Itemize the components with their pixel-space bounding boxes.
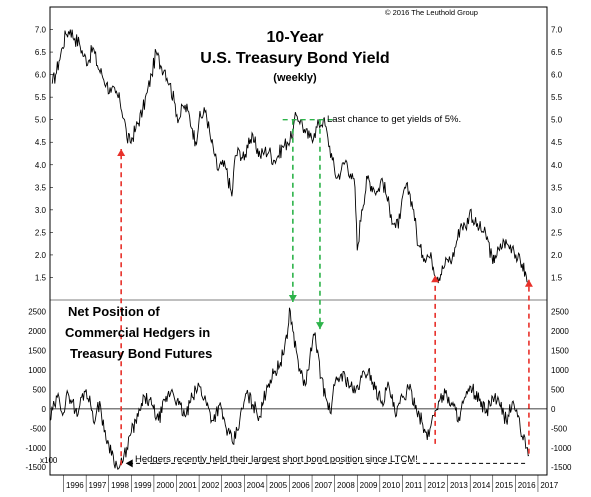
yield-ytick-r-3: 5.5	[551, 93, 563, 102]
ltcm-arrow-head	[125, 459, 133, 468]
hedger-ytick-l-3: 1000	[28, 366, 46, 375]
hedger-ytick-l-1: 2000	[28, 327, 46, 336]
units-label: x100	[40, 456, 58, 465]
yield-ytick-l-8: 3.0	[35, 206, 47, 215]
hedger-title-part2: Commercial Hedgers in	[65, 325, 210, 340]
xtick-2007: 2007	[314, 481, 332, 490]
xtick-2015: 2015	[495, 481, 513, 490]
hedger-title-part3: Treasury Bond Futures	[70, 346, 212, 361]
yield-ytick-r-4: 5.0	[551, 116, 563, 125]
yield-ytick-l-5: 4.5	[35, 138, 47, 147]
chart-title: 10-Year	[267, 29, 324, 46]
green-arrow-2006-head	[288, 294, 297, 302]
red-arrow-2012-head	[431, 275, 440, 283]
xtick-2004: 2004	[247, 481, 265, 490]
xtick-2008: 2008	[337, 481, 355, 490]
xtick-1999: 1999	[134, 481, 152, 490]
xtick-2003: 2003	[224, 481, 242, 490]
hedger-ytick-l-2: 1500	[28, 347, 46, 356]
hedger-ytick-l-5: 0	[42, 405, 47, 414]
hedger-ytick-r-0: 2500	[551, 308, 569, 317]
hedger-ytick-l-4: 500	[33, 385, 47, 394]
yield-ytick-l-6: 4.0	[35, 161, 47, 170]
hedger-ytick-r-4: 500	[551, 385, 565, 394]
yield-ytick-l-7: 3.5	[35, 183, 47, 192]
copyright-text: © 2016 The Leuthold Group	[385, 8, 478, 17]
yield-ytick-r-10: 2.0	[551, 251, 563, 260]
hedger-ytick-l-0: 2500	[28, 308, 46, 317]
xtick-2011: 2011	[405, 481, 423, 490]
yield-ytick-r-2: 6.0	[551, 71, 563, 80]
xtick-2005: 2005	[269, 481, 287, 490]
yield-ytick-l-9: 2.5	[35, 228, 47, 237]
xtick-2006: 2006	[292, 481, 310, 490]
annotation-hedgers: Hedgers recently held their largest shor…	[135, 454, 418, 465]
yield-ytick-r-11: 1.5	[551, 273, 563, 282]
xtick-2000: 2000	[156, 481, 174, 490]
yield-ytick-r-7: 3.5	[551, 183, 563, 192]
xtick-1996: 1996	[66, 481, 84, 490]
hedger-ytick-r-7: -1000	[551, 444, 572, 453]
yield-line	[51, 29, 528, 284]
hedger-panel-title-line1: Net Position of	[68, 304, 160, 319]
yield-ytick-r-6: 4.0	[551, 161, 563, 170]
yield-ytick-r-1: 6.5	[551, 48, 563, 57]
yield-ytick-r-5: 4.5	[551, 138, 563, 147]
yield-ytick-r-8: 3.0	[551, 206, 563, 215]
xtick-2002: 2002	[201, 481, 219, 490]
yield-ytick-l-10: 2.0	[35, 251, 47, 260]
xtick-2017: 2017	[540, 481, 558, 490]
hedger-ytick-r-5: 0	[551, 405, 556, 414]
hedger-ytick-l-7: -1000	[26, 444, 47, 453]
hedger-ytick-r-3: 1000	[551, 366, 569, 375]
hedger-panel-title-line2: Commercial Hedgers in	[65, 325, 210, 340]
xtick-2010: 2010	[382, 481, 400, 490]
yield-ytick-r-9: 2.5	[551, 228, 563, 237]
xtick-2012: 2012	[427, 481, 445, 490]
xtick-2009: 2009	[360, 481, 378, 490]
hedger-title-part1: Net Position of	[68, 304, 160, 319]
annotation-yield: Last chance to get yields of 5%.	[327, 114, 461, 125]
hedger-ytick-r-1: 2000	[551, 327, 569, 336]
xtick-2001: 2001	[179, 481, 197, 490]
yield-ytick-r-0: 7.0	[551, 26, 563, 35]
hedger-ytick-l-8: -1500	[26, 463, 47, 472]
yield-ytick-l-1: 6.5	[35, 48, 47, 57]
hedger-ytick-r-2: 1500	[551, 347, 569, 356]
hedger-panel-title-line3: Treasury Bond Futures	[70, 346, 212, 361]
hedger-ytick-l-6: -500	[30, 424, 47, 433]
chart-subtitle: U.S. Treasury Bond Yield	[200, 50, 389, 67]
red-arrow-1998-head	[117, 148, 126, 156]
yield-ytick-l-11: 1.5	[35, 273, 47, 282]
chart-note: (weekly)	[273, 72, 317, 84]
xtick-1998: 1998	[111, 481, 129, 490]
yield-ytick-l-4: 5.0	[35, 116, 47, 125]
green-arrow-2007-head	[315, 322, 324, 330]
hedger-ytick-r-8: -1500	[551, 463, 572, 472]
yield-ytick-l-0: 7.0	[35, 26, 47, 35]
xtick-1997: 1997	[89, 481, 107, 490]
xtick-2016: 2016	[518, 481, 536, 490]
xtick-2014: 2014	[473, 481, 491, 490]
yield-ytick-l-2: 6.0	[35, 71, 47, 80]
yield-ytick-l-3: 5.5	[35, 93, 47, 102]
red-arrow-2016-head	[524, 279, 533, 287]
xtick-2013: 2013	[450, 481, 468, 490]
hedger-ytick-r-6: -500	[551, 424, 568, 433]
plot-frame	[49, 6, 548, 476]
hedger-line	[49, 307, 530, 470]
